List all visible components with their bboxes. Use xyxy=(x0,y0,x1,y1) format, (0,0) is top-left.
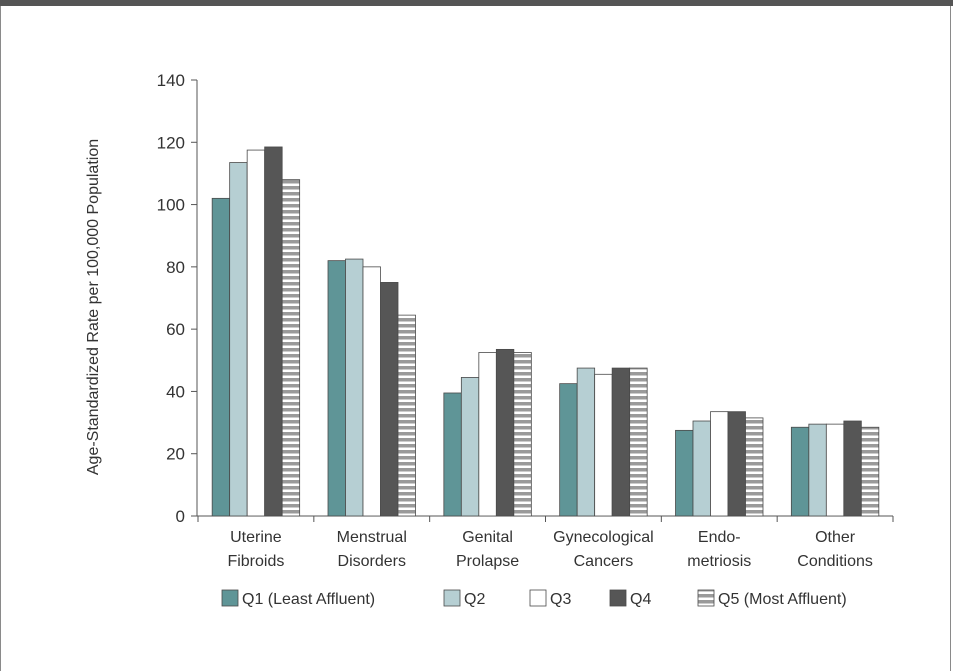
y-tick-label: 40 xyxy=(166,382,185,401)
bar-q3 xyxy=(362,266,381,517)
bar-q1 xyxy=(327,260,346,517)
x-category-label: Uterine xyxy=(230,529,282,546)
bar-q2 xyxy=(808,423,827,517)
legend: Q1 (Least Affluent) Q2 Q3 Q4 Q5 (Most Afflue… xyxy=(221,589,847,608)
x-category-label: Disorders xyxy=(338,553,406,570)
x-category-label: metriosis xyxy=(687,553,751,570)
legend-label: Q2 xyxy=(464,591,485,608)
x-category-label: Fibroids xyxy=(227,553,284,570)
y-tick-label: 120 xyxy=(157,133,185,152)
bar-q2 xyxy=(229,162,248,517)
bar-q1 xyxy=(790,426,810,517)
x-axis: Uterine Fibroids Menstrual Disorders Genital… xyxy=(197,515,894,570)
legend-label: Q3 xyxy=(550,591,571,608)
bar-q3 xyxy=(246,149,266,517)
legend-swatch xyxy=(443,589,461,607)
bar-q3 xyxy=(710,411,729,517)
x-category-label: Prolapse xyxy=(456,553,519,570)
legend-swatch xyxy=(697,589,715,607)
bar-q4 xyxy=(611,367,631,517)
bar-q5 xyxy=(745,417,764,517)
bar-q1 xyxy=(675,429,694,517)
legend-label: Q1 (Least Affluent) xyxy=(242,591,375,608)
bar-q2 xyxy=(576,367,596,517)
bar-q4 xyxy=(727,411,746,517)
y-tick-label: 140 xyxy=(157,71,185,90)
y-tick-label: 100 xyxy=(157,196,185,215)
bar-q5 xyxy=(513,352,532,517)
top-border-bar xyxy=(0,0,953,6)
bar-q4 xyxy=(264,146,283,517)
legend-swatch xyxy=(609,589,627,607)
y-tick-label: 60 xyxy=(166,320,185,339)
bar-q5 xyxy=(397,314,416,517)
bar-q5 xyxy=(281,179,301,517)
bar-q1 xyxy=(211,197,231,517)
bars xyxy=(211,146,880,517)
y-tick-label: 0 xyxy=(176,507,185,526)
y-axis: 0 20 40 60 80 100 120 140 xyxy=(157,71,198,526)
x-category-label: Genital xyxy=(462,529,513,546)
y-tick-label: 20 xyxy=(166,445,185,464)
bar-q3 xyxy=(825,423,845,517)
bar-q1 xyxy=(443,392,462,517)
x-category-label: Other xyxy=(815,529,856,546)
bar-q2 xyxy=(460,377,480,517)
y-axis-title: Age-Standardized Rate per 100,000 Popula… xyxy=(85,139,102,475)
bar-q3 xyxy=(478,352,497,517)
bar-q3 xyxy=(594,373,613,517)
bar-q1 xyxy=(559,383,578,517)
x-category-label: Gynecological xyxy=(553,529,654,546)
legend-label: Q4 xyxy=(630,591,651,608)
bar-q2 xyxy=(692,420,711,517)
bar-q5 xyxy=(629,367,648,517)
x-category-label: Cancers xyxy=(574,553,634,570)
legend-swatch xyxy=(529,589,547,607)
x-category-label: Endo- xyxy=(698,529,741,546)
legend-swatch xyxy=(221,589,239,607)
legend-label: Q5 (Most Affluent) xyxy=(718,591,847,608)
bar-q5 xyxy=(860,426,880,517)
bar-q2 xyxy=(345,258,364,517)
x-category-label: Conditions xyxy=(797,553,873,570)
bar-q4 xyxy=(380,282,399,517)
y-tick-label: 80 xyxy=(166,258,185,277)
x-category-label: Menstrual xyxy=(337,529,407,546)
bar-q4 xyxy=(495,348,515,517)
bar-q4 xyxy=(843,420,862,517)
figure-frame xyxy=(0,6,951,671)
